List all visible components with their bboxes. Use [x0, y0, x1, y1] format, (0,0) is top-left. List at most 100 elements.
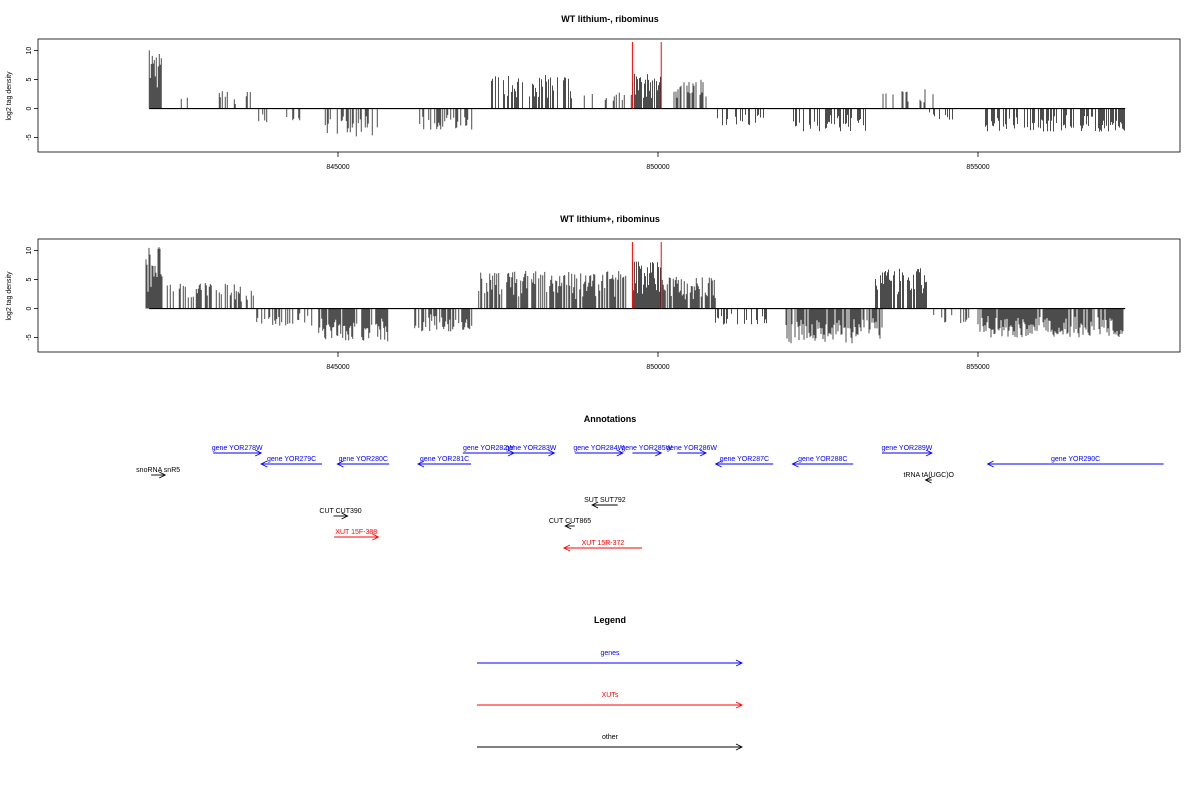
annotation-label: tRNA tA(UGC)O: [903, 472, 954, 479]
annotation-arrow-head: [260, 460, 268, 468]
annotation-feature: tRNA tA(UGC)O: [903, 472, 955, 484]
panel-title: WT lithium-, ribominus: [561, 14, 659, 24]
annotation-arrow-head: [616, 449, 624, 457]
y-axis-label: log2 tag density: [6, 271, 13, 321]
y-tick-label: 5: [26, 278, 33, 282]
legend-arrow-head: [735, 743, 744, 751]
annotation-arrow-head: [562, 544, 571, 552]
legend-entry: other: [477, 734, 744, 751]
y-axis-ticks: -5 0 5 10: [26, 247, 38, 341]
x-tick-label: 845000: [326, 164, 349, 171]
annotation-feature: gene YOR283W: [506, 445, 557, 457]
annotation-feature: gene YOR289W: [882, 445, 933, 457]
annotation-label: gene YOR283W: [506, 445, 557, 452]
region-markers: [631, 42, 662, 109]
annotation-feature: CUT CUT865: [549, 518, 591, 530]
annotation-feature: SUT SUT792: [584, 497, 626, 509]
annotation-arrow-head: [986, 460, 994, 468]
annotation-label: XUT 15R-372: [582, 540, 625, 547]
panel-title: WT lithium+, ribominus: [560, 214, 660, 224]
legend-label: XUTs: [602, 692, 619, 699]
y-tick-label: 10: [26, 247, 33, 255]
annotation-label: gene YOR278W: [212, 445, 263, 452]
y-tick-label: 0: [26, 106, 33, 110]
coverage-bars: [145, 247, 1126, 344]
annotation-label: gene YOR290C: [1051, 456, 1100, 463]
annotation-arrow-head: [548, 449, 556, 457]
annotation-arrow-head: [372, 533, 380, 541]
annotation-label: gene YOR288C: [798, 456, 847, 463]
annotation-arrow-head: [564, 522, 572, 530]
annotation-label: gene YOR289W: [882, 445, 933, 452]
x-tick-label: 850000: [646, 364, 669, 371]
annotation-label: gene YOR281C: [420, 456, 469, 463]
legend-label: genes: [600, 650, 620, 657]
y-tick-label: 0: [26, 306, 33, 310]
annotation-arrow-head: [254, 449, 263, 457]
region-markers: [631, 242, 662, 309]
legend-arrow-head: [735, 659, 744, 667]
annotation-arrow-head: [924, 476, 932, 484]
annotation-label: snoRNA snR5: [136, 467, 180, 474]
annotation-feature: gene YOR286W: [666, 445, 717, 457]
annotation-feature: gene YOR284W: [573, 445, 625, 457]
annotation-label: gene YOR279C: [267, 456, 316, 463]
legend-entries: genes XUTs other: [477, 650, 744, 751]
legend-title: Legend: [594, 615, 626, 625]
annotation-feature: XUT 15F-388: [334, 529, 380, 541]
annotation-label: CUT CUT390: [319, 508, 361, 515]
x-tick-label: 845000: [326, 364, 349, 371]
legend-arrow-head: [735, 701, 744, 709]
annotation-feature: gene YOR281C: [416, 456, 472, 468]
annotation-arrow-head: [158, 471, 167, 479]
y-tick-label: 5: [26, 78, 33, 82]
y-tick-label: -5: [26, 334, 33, 340]
annotation-arrow-head: [336, 460, 344, 468]
x-axis-ticks: 845000 850000 855000: [326, 152, 990, 171]
x-tick-label: 850000: [646, 164, 669, 171]
annotation-feature: snoRNA snR5: [136, 467, 180, 479]
annotation-feature: gene YOR287C: [714, 456, 774, 468]
annotation-arrow-head: [416, 460, 425, 468]
plot-frame: [37, 38, 1181, 153]
annotation-label: gene YOR285W: [621, 445, 672, 452]
annotation-label: gene YOR280C: [339, 456, 388, 463]
legend-label: other: [602, 734, 619, 741]
plot-frame: [37, 238, 1181, 353]
annotation-feature: gene YOR290C: [986, 456, 1164, 468]
coverage-bars: [148, 50, 1126, 137]
annotation-label: SUT SUT792: [584, 497, 626, 504]
x-tick-label: 855000: [966, 164, 989, 171]
annotation-arrow-head: [791, 460, 799, 468]
y-axis-label: log2 tag density: [6, 71, 13, 121]
annotation-arrow-head: [699, 449, 708, 457]
annotation-feature: CUT CUT390: [319, 508, 362, 520]
annotation-feature: gene YOR285W: [621, 445, 673, 457]
annotation-label: gene YOR284W: [573, 445, 624, 452]
annotation-arrow-head: [925, 449, 933, 457]
legend: Legend genes XUTs other: [477, 615, 744, 751]
x-axis-ticks: 845000 850000 855000: [326, 352, 990, 371]
y-tick-label: -5: [26, 134, 33, 140]
annotation-label: gene YOR287C: [720, 456, 769, 463]
annotation-features: gene YOR278W gene YOR279C gene YOR280C gene…: [136, 445, 1164, 552]
legend-entry: XUTs: [477, 692, 744, 709]
annotation-label: gene YOR282W: [463, 445, 514, 452]
y-axis-ticks: -5 0 5 10: [26, 47, 38, 141]
track-panel-lithium-minus: WT lithium-, ribominus log2 tag density …: [6, 14, 1181, 171]
annotation-feature: gene YOR288C: [791, 456, 854, 468]
annotation-label: gene YOR286W: [666, 445, 717, 452]
x-tick-label: 855000: [966, 364, 989, 371]
legend-entry: genes: [477, 650, 744, 667]
annotation-feature: gene YOR279C: [260, 456, 322, 468]
annotation-label: XUT 15F-388: [335, 529, 377, 536]
annotation-label: CUT CUT865: [549, 518, 591, 525]
annotation-arrow-head: [714, 460, 722, 468]
annotation-arrow-head: [654, 449, 663, 457]
annotation-feature: XUT 15R-372: [562, 540, 642, 552]
y-tick-label: 10: [26, 47, 33, 55]
annotation-arrow-head: [341, 512, 349, 520]
annotations-title: Annotations: [584, 414, 637, 424]
